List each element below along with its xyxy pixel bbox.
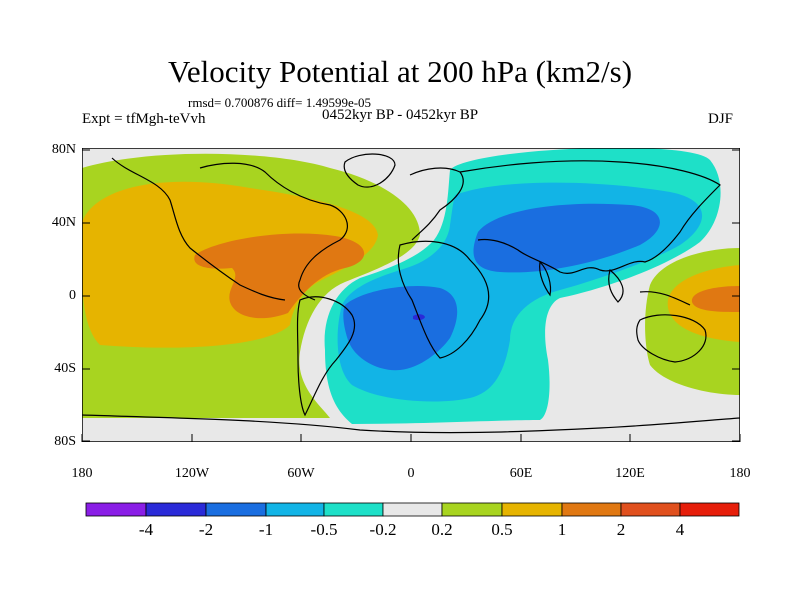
negative-field-1	[343, 203, 660, 371]
colorbar-swatch-6	[382, 502, 443, 517]
colorbar-swatch-1	[85, 502, 147, 517]
colorbar-swatch-8	[501, 502, 563, 517]
stats-text: rmsd= 0.700876 diff= 1.49599e-05	[188, 95, 372, 110]
lat-label-40n: 40N	[51, 215, 76, 230]
colorbar-label: 2	[616, 520, 626, 539]
colorbar-label: -4	[138, 520, 154, 539]
colorbar-swatch-4	[265, 502, 325, 517]
colorbar-swatch-5	[323, 502, 384, 517]
lon-label-120w: 120W	[174, 466, 210, 481]
pacific-positive-1	[691, 286, 740, 312]
colorbar-swatch-9	[561, 502, 622, 517]
lat-label-0: 0	[69, 288, 76, 303]
map-title: Velocity Potential at 200 hPa (km2/s)	[167, 54, 633, 89]
lat-label-80s: 80S	[54, 434, 76, 449]
coast-antarctica	[82, 414, 740, 434]
lon-label-60e: 60E	[509, 466, 533, 481]
lon-label-0: 0	[407, 466, 415, 481]
colorbar-swatch-10	[620, 502, 681, 517]
axis-ticks	[81, 149, 741, 442]
colorbar-swatch-11	[679, 502, 740, 517]
colorbar-label: 4	[675, 520, 685, 539]
coastlines	[82, 153, 740, 434]
coast-australia	[636, 314, 707, 363]
coast-asia	[459, 160, 721, 274]
coast-africa	[397, 240, 490, 359]
map-panel	[82, 148, 740, 442]
season-label: DJF	[708, 111, 734, 127]
coast-north-america	[111, 157, 348, 301]
colorbar-label: 0.2	[431, 520, 453, 539]
colorbar-swatch-2	[145, 502, 207, 517]
colorbar-label: -1	[258, 520, 274, 539]
lat-label-80n: 80N	[51, 142, 76, 157]
period-label: 0452kyr BP - 0452kyr BP	[322, 107, 479, 123]
colorbar	[85, 502, 740, 517]
lon-label-180-east: 180	[729, 466, 751, 481]
lon-label-60w: 60W	[287, 466, 315, 481]
positive-field-1	[194, 233, 365, 319]
lat-label-40s: 40S	[54, 361, 76, 376]
colorbar-swatch-3	[205, 502, 267, 517]
coast-india	[539, 260, 552, 297]
coast-greenland	[343, 153, 396, 188]
colorbar-label: 0.5	[491, 520, 513, 539]
coast-europe	[409, 167, 464, 241]
colorbar-label: 1	[557, 520, 567, 539]
colorbar-label: -0.2	[369, 520, 397, 539]
lon-label-120e: 120E	[615, 466, 645, 481]
lon-label-180-west: 180	[71, 466, 93, 481]
experiment-label: Expt = tfMgh-teVvh	[82, 111, 206, 127]
coast-south-america	[296, 296, 356, 417]
colorbar-swatch-7	[441, 502, 503, 517]
colorbar-label: -0.5	[310, 520, 338, 539]
coast-southeast-asia	[608, 268, 691, 306]
colorbar-label: -2	[198, 520, 214, 539]
